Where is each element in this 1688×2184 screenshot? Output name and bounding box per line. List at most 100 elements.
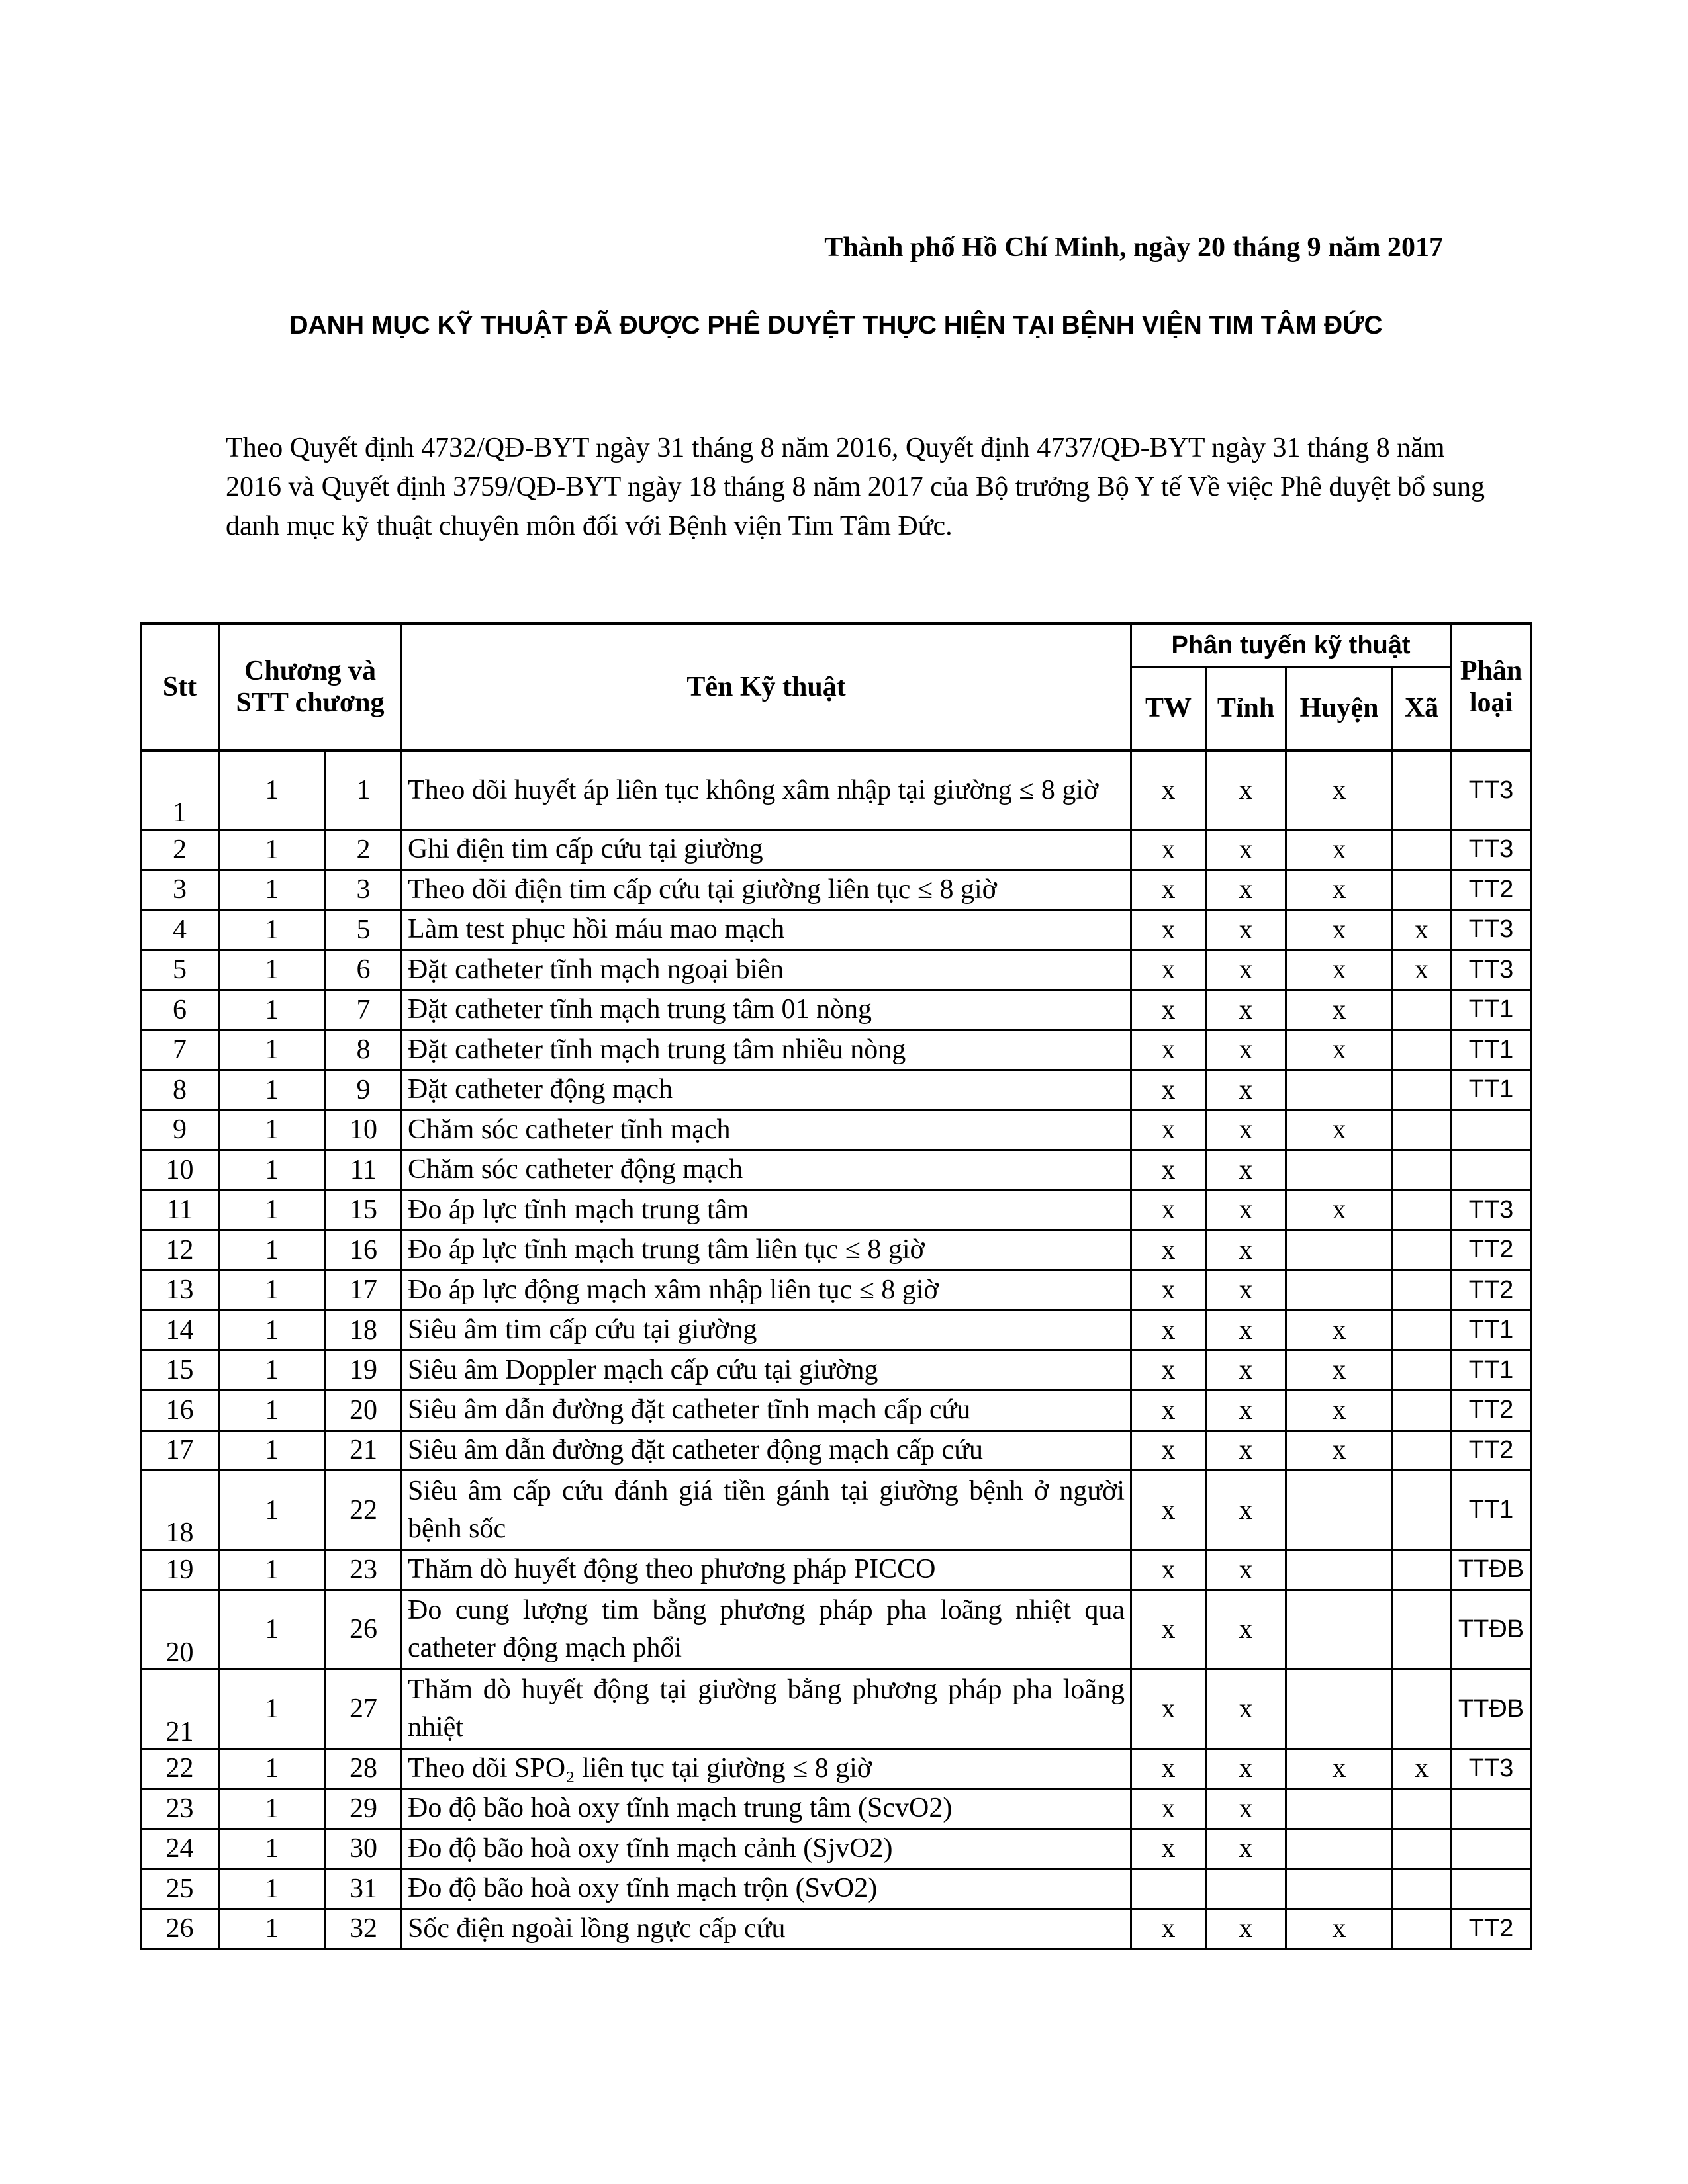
cell-tw: x xyxy=(1130,1429,1207,1471)
cell-chuong: 1 xyxy=(218,1747,326,1790)
cell-stt: 24 xyxy=(140,1827,220,1870)
cell-xa xyxy=(1391,1349,1452,1391)
cell-tinh: x xyxy=(1205,1429,1288,1471)
cell-chuong: 1 xyxy=(218,1149,326,1191)
cell-tw: x xyxy=(1130,1788,1207,1830)
cell-tw: x xyxy=(1130,1469,1207,1551)
header-chuong: Chương và STT chương xyxy=(217,623,403,751)
cell-loai: TT3 xyxy=(1450,1747,1533,1790)
cell-stt-chuong: 19 xyxy=(324,1349,403,1391)
cell-tw: x xyxy=(1130,1349,1207,1391)
cell-chuong: 1 xyxy=(218,948,326,991)
cell-stt: 5 xyxy=(140,948,220,991)
cell-xa xyxy=(1391,989,1452,1031)
cell-tw: x xyxy=(1130,1229,1207,1271)
cell-stt: 19 xyxy=(140,1549,220,1591)
cell-chuong: 1 xyxy=(218,1668,326,1750)
cell-huyen xyxy=(1285,1469,1394,1551)
cell-chuong: 1 xyxy=(218,868,326,911)
cell-name: Chăm sóc catheter tĩnh mạch xyxy=(400,1109,1133,1151)
cell-tinh: x xyxy=(1205,1229,1288,1271)
cell-tw: x xyxy=(1130,1668,1207,1750)
cell-chuong: 1 xyxy=(218,909,326,951)
cell-tw: x xyxy=(1130,1588,1207,1670)
cell-huyen xyxy=(1285,1549,1394,1591)
cell-name: Đặt catheter tĩnh mạch ngoại biên xyxy=(400,948,1133,991)
cell-stt-chuong: 11 xyxy=(324,1149,403,1191)
cell-chuong: 1 xyxy=(218,1588,326,1670)
cell-huyen xyxy=(1285,1149,1394,1191)
cell-name: Đo độ bão hoà oxy tĩnh mạch trung tâm (S… xyxy=(400,1788,1133,1830)
cell-tw: x xyxy=(1130,948,1207,991)
cell-loai: TT2 xyxy=(1450,1269,1533,1311)
cell-stt-chuong: 5 xyxy=(324,909,403,951)
cell-huyen: x xyxy=(1285,1429,1394,1471)
table-row: 20 1 26 Đo cung lượng tim bằng phương pháp … xyxy=(140,1588,1533,1670)
cell-name: Đo áp lực động mạch xâm nhập liên tục ≤ … xyxy=(400,1269,1133,1311)
cell-tinh: x xyxy=(1205,829,1288,871)
cell-chuong: 1 xyxy=(218,1109,326,1151)
header-phan-loai: Phân loại xyxy=(1450,623,1533,751)
cell-xa xyxy=(1391,1309,1452,1351)
cell-tinh: x xyxy=(1205,1788,1288,1830)
cell-tinh: x xyxy=(1205,1389,1288,1432)
table-row: 6 1 7 Đặt catheter tĩnh mạch trung tâm 01 n… xyxy=(140,989,1533,1031)
cell-tw: x xyxy=(1130,1069,1207,1111)
cell-tw: x xyxy=(1130,868,1207,911)
header-phan-tuyen: Phân tuyến kỹ thuật xyxy=(1130,623,1452,668)
cell-loai xyxy=(1450,1149,1533,1191)
cell-xa xyxy=(1391,1189,1452,1231)
cell-stt: 11 xyxy=(140,1189,220,1231)
cell-xa: x xyxy=(1391,948,1452,991)
cell-tw: x xyxy=(1130,1907,1207,1950)
cell-tw: x xyxy=(1130,989,1207,1031)
table-row: 13 1 17 Đo áp lực động mạch xâm nhập liên t… xyxy=(140,1269,1533,1311)
date-line: Thành phố Hồ Chí Minh, ngày 20 tháng 9 n… xyxy=(824,232,1443,263)
cell-name: Siêu âm cấp cứu đánh giá tiền gánh tại g… xyxy=(400,1469,1133,1551)
cell-tw: x xyxy=(1130,1389,1207,1432)
cell-tw: x xyxy=(1130,1747,1207,1790)
cell-name: Theo dõi huyết áp liên tục không xâm nhậ… xyxy=(400,749,1133,831)
cell-stt-chuong: 23 xyxy=(324,1549,403,1591)
cell-stt-chuong: 3 xyxy=(324,868,403,911)
cell-tw: x xyxy=(1130,909,1207,951)
cell-tw: x xyxy=(1130,1149,1207,1191)
cell-name: Siêu âm Doppler mạch cấp cứu tại giường xyxy=(400,1349,1133,1391)
cell-chuong: 1 xyxy=(218,1469,326,1551)
cell-loai: TT3 xyxy=(1450,749,1533,831)
cell-loai: TTĐB xyxy=(1450,1588,1533,1670)
cell-stt: 15 xyxy=(140,1349,220,1391)
cell-huyen: x xyxy=(1285,1309,1394,1351)
cell-chuong: 1 xyxy=(218,1069,326,1111)
cell-tinh: x xyxy=(1205,1309,1288,1351)
cell-tw xyxy=(1130,1868,1207,1910)
cell-chuong: 1 xyxy=(218,1868,326,1910)
cell-stt-chuong: 30 xyxy=(324,1827,403,1870)
cell-tw: x xyxy=(1130,749,1207,831)
cell-tinh: x xyxy=(1205,1469,1288,1551)
cell-tw: x xyxy=(1130,829,1207,871)
cell-huyen: x xyxy=(1285,948,1394,991)
cell-loai xyxy=(1450,1109,1533,1151)
cell-loai: TT1 xyxy=(1450,1469,1533,1551)
cell-tw: x xyxy=(1130,1028,1207,1071)
cell-stt: 7 xyxy=(140,1028,220,1071)
cell-xa xyxy=(1391,1668,1452,1750)
cell-tinh: x xyxy=(1205,1269,1288,1311)
cell-stt-chuong: 20 xyxy=(324,1389,403,1432)
cell-tinh: x xyxy=(1205,1668,1288,1750)
cell-xa xyxy=(1391,1069,1452,1111)
cell-tinh xyxy=(1205,1868,1288,1910)
cell-stt-chuong: 16 xyxy=(324,1229,403,1271)
cell-name: Theo dõi điện tim cấp cứu tại giường liê… xyxy=(400,868,1133,911)
cell-tinh: x xyxy=(1205,948,1288,991)
cell-stt-chuong: 26 xyxy=(324,1588,403,1670)
cell-stt-chuong: 10 xyxy=(324,1109,403,1151)
cell-loai: TTĐB xyxy=(1450,1668,1533,1750)
cell-name: Đặt catheter tĩnh mạch trung tâm 01 nòng xyxy=(400,989,1133,1031)
cell-loai xyxy=(1450,1868,1533,1910)
cell-chuong: 1 xyxy=(218,1429,326,1471)
cell-stt-chuong: 29 xyxy=(324,1788,403,1830)
cell-chuong: 1 xyxy=(218,1788,326,1830)
table-row: 7 1 8 Đặt catheter tĩnh mạch trung tâm nhiề… xyxy=(140,1028,1533,1071)
